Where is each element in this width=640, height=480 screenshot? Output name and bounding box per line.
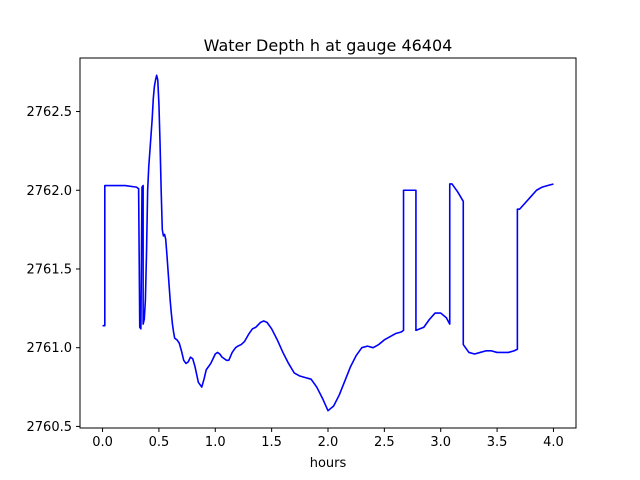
plot-area (79, 57, 577, 429)
y-tick-label: 2762.5 (27, 105, 73, 120)
y-tick-label: 2761.5 (27, 262, 73, 277)
x-tick-label: 0.5 (149, 435, 170, 450)
y-axis-ticks: 2760.5 2761.0 2761.5 2762.0 2762.5 (27, 105, 80, 435)
x-tick-label: 3.0 (430, 435, 451, 450)
x-tick-label: 3.5 (487, 435, 508, 450)
x-tick-label: 1.0 (205, 435, 226, 450)
x-axis-ticks: 0.0 0.5 1.0 1.5 2.0 2.5 3.0 3.5 4.0 (92, 428, 564, 450)
chart-title: Water Depth h at gauge 46404 (204, 36, 453, 55)
x-tick-label: 0.0 (92, 435, 113, 450)
y-tick-label: 2762.0 (27, 184, 73, 199)
x-tick-label: 2.0 (318, 435, 339, 450)
x-tick-label: 4.0 (543, 435, 564, 450)
x-tick-label: 1.5 (261, 435, 282, 450)
x-axis-label: hours (310, 456, 347, 471)
plot-frame (79, 57, 577, 429)
x-tick-label: 2.5 (374, 435, 395, 450)
y-tick-label: 2760.5 (27, 420, 73, 435)
series-line (102, 74, 554, 412)
y-tick-label: 2761.0 (27, 341, 73, 356)
